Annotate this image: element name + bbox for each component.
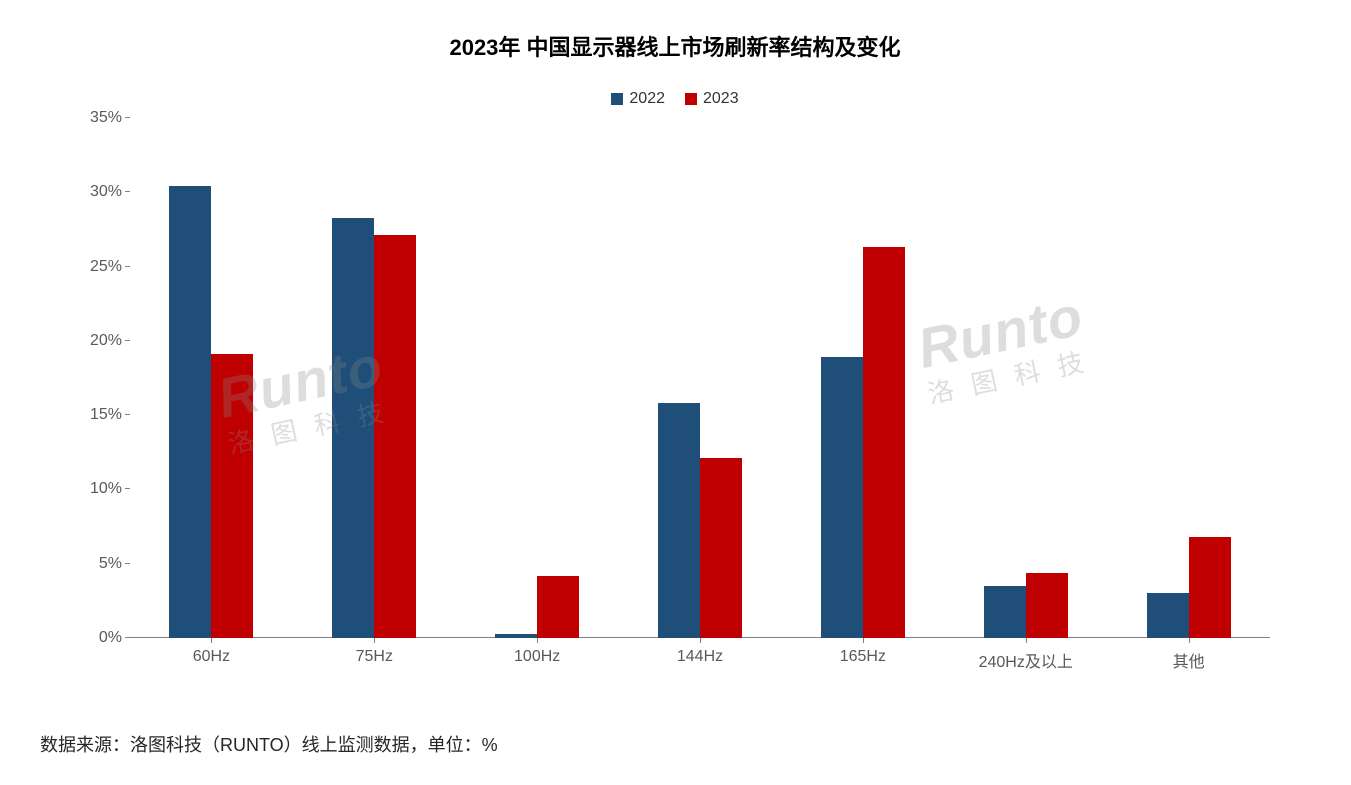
y-tick-label: 30% bbox=[90, 183, 122, 201]
y-tick-label: 5% bbox=[99, 555, 122, 573]
y-axis: 0%5%10%15%20%25%30%35% bbox=[80, 118, 130, 638]
category-group: 240Hz及以上 bbox=[944, 118, 1107, 638]
source-note: 数据来源：洛图科技（RUNTO）线上监测数据，单位：% bbox=[40, 731, 498, 757]
chart-container: 2023年 中国显示器线上市场刷新率结构及变化 2022 2023 0%5%10… bbox=[60, 30, 1290, 730]
y-tick-label: 20% bbox=[90, 332, 122, 350]
legend-item-2022: 2022 bbox=[611, 90, 665, 108]
category-group: 165Hz bbox=[781, 118, 944, 638]
bar-pair bbox=[495, 576, 579, 638]
category-group: 60Hz bbox=[130, 118, 293, 638]
y-tick-label: 15% bbox=[90, 406, 122, 424]
legend: 2022 2023 bbox=[60, 90, 1290, 108]
x-tick-label: 144Hz bbox=[677, 648, 723, 666]
x-tick-mark bbox=[863, 638, 864, 643]
y-tick-label: 0% bbox=[99, 629, 122, 647]
legend-swatch-2022 bbox=[611, 93, 623, 105]
bar-pair bbox=[984, 573, 1068, 638]
bar-pair bbox=[821, 247, 905, 638]
x-tick-mark bbox=[1189, 638, 1190, 643]
bar-2023 bbox=[700, 458, 742, 638]
x-tick-label: 60Hz bbox=[193, 648, 230, 666]
legend-item-2023: 2023 bbox=[685, 90, 739, 108]
bar-2022 bbox=[984, 586, 1026, 638]
y-tick-label: 10% bbox=[90, 480, 122, 498]
bar-2022 bbox=[332, 218, 374, 638]
y-tick-label: 35% bbox=[90, 109, 122, 127]
bar-2023 bbox=[537, 576, 579, 638]
bar-2023 bbox=[374, 235, 416, 638]
bar-pair bbox=[332, 218, 416, 638]
x-tick-mark bbox=[700, 638, 701, 643]
bar-2022 bbox=[169, 186, 211, 638]
chart-title: 2023年 中国显示器线上市场刷新率结构及变化 bbox=[60, 30, 1290, 62]
bar-pair bbox=[169, 186, 253, 638]
bar-2023 bbox=[1189, 537, 1231, 638]
legend-label-2022: 2022 bbox=[629, 90, 665, 108]
category-group: 100Hz bbox=[456, 118, 619, 638]
bar-2023 bbox=[1026, 573, 1068, 638]
bar-pair bbox=[658, 403, 742, 638]
category-group: 75Hz bbox=[293, 118, 456, 638]
x-tick-label: 240Hz及以上 bbox=[979, 648, 1073, 672]
category-group: 144Hz bbox=[619, 118, 782, 638]
x-tick-label: 100Hz bbox=[514, 648, 560, 666]
bar-pair bbox=[1147, 537, 1231, 638]
plot-area: 0%5%10%15%20%25%30%35% 60Hz75Hz100Hz144H… bbox=[130, 118, 1270, 638]
legend-label-2023: 2023 bbox=[703, 90, 739, 108]
x-tick-label: 165Hz bbox=[840, 648, 886, 666]
bars-group: 60Hz75Hz100Hz144Hz165Hz240Hz及以上其他 bbox=[130, 118, 1270, 638]
bar-2022 bbox=[658, 403, 700, 638]
bar-2022 bbox=[495, 634, 537, 638]
legend-swatch-2023 bbox=[685, 93, 697, 105]
bar-2022 bbox=[821, 357, 863, 638]
x-tick-mark bbox=[537, 638, 538, 643]
bar-2023 bbox=[211, 354, 253, 638]
bar-2023 bbox=[863, 247, 905, 638]
x-tick-mark bbox=[1026, 638, 1027, 643]
category-group: 其他 bbox=[1107, 118, 1270, 638]
y-tick-label: 25% bbox=[90, 258, 122, 276]
x-tick-mark bbox=[374, 638, 375, 643]
bar-2022 bbox=[1147, 593, 1189, 638]
x-tick-label: 75Hz bbox=[356, 648, 393, 666]
x-tick-label: 其他 bbox=[1173, 648, 1205, 672]
x-tick-mark bbox=[211, 638, 212, 643]
